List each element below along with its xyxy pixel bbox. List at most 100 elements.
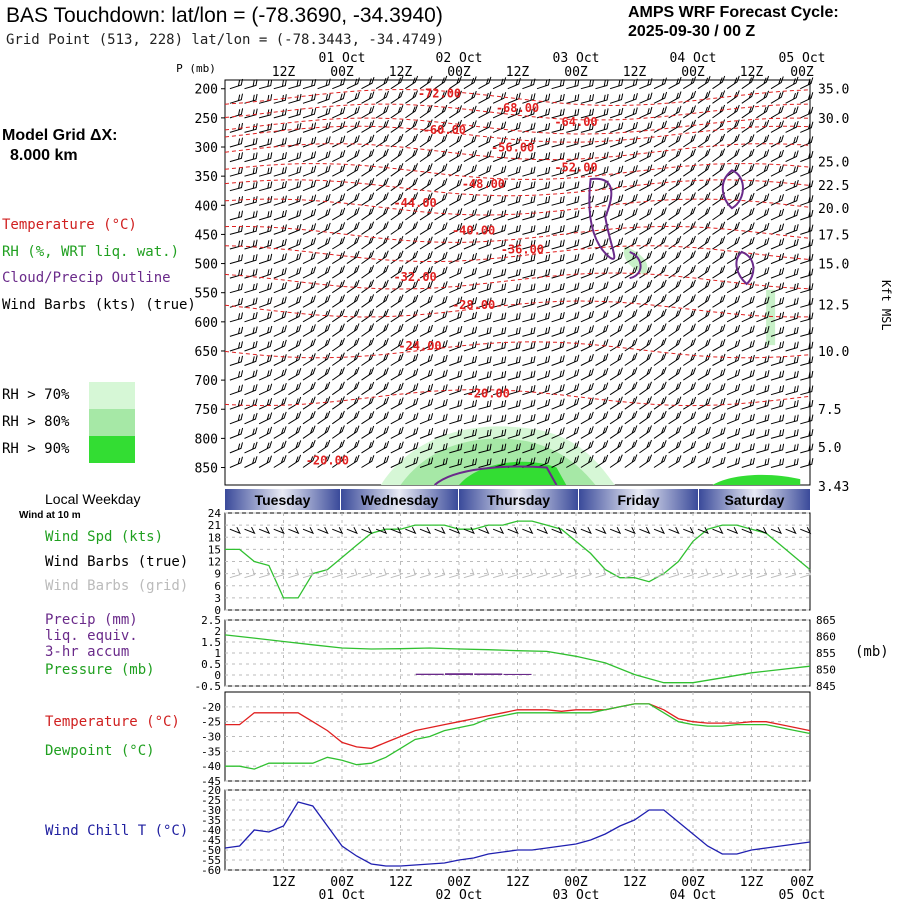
wind-barb	[595, 324, 609, 337]
wind-barb	[770, 326, 785, 337]
wind-barb	[317, 121, 331, 133]
wind-barb	[332, 164, 346, 177]
wind-barb	[697, 323, 711, 337]
height-tick-label: 25.0	[818, 156, 849, 171]
wind-barb	[244, 441, 258, 454]
wind-barb	[756, 428, 770, 439]
wind-barb	[302, 165, 317, 177]
wind-barb	[770, 91, 784, 104]
legend-rh70: RH > 70%	[2, 387, 70, 403]
wind-barb	[375, 411, 389, 425]
wind-barb	[405, 397, 419, 410]
wind-barb	[697, 134, 711, 148]
wind-barb	[346, 192, 360, 206]
wind-barb	[507, 195, 521, 206]
xsec-wind-barbs	[229, 75, 814, 468]
y-tick-label: -50	[201, 844, 221, 857]
wind-barb	[288, 339, 302, 352]
wind-barb	[741, 340, 755, 352]
wind-barb	[609, 151, 624, 163]
wind-barb	[624, 338, 638, 352]
wind-barb	[756, 164, 770, 177]
wind-barb	[653, 250, 667, 265]
wind-barb	[785, 150, 799, 163]
height-tick-label: 30.0	[818, 112, 849, 127]
wind-barb	[741, 295, 755, 308]
wind-barb	[653, 192, 667, 206]
wind-barb	[595, 108, 609, 119]
wind-barb	[273, 411, 287, 425]
wind-barb	[434, 222, 448, 235]
wind-barb	[639, 121, 653, 133]
wind-barb	[800, 283, 814, 294]
top-date-label: 03 Oct	[553, 51, 600, 66]
surface-wind-barb-grid	[785, 568, 797, 579]
wind-barb	[639, 135, 653, 148]
surface-wind-barb	[536, 526, 549, 535]
wind-barb	[317, 454, 331, 468]
wind-barb	[800, 443, 814, 454]
wind-barb	[566, 239, 580, 250]
wind-barb	[478, 429, 492, 439]
wind-barb	[463, 90, 477, 104]
wind-barb	[551, 152, 565, 163]
surface-wind-barb-grid	[288, 568, 300, 579]
wind-barb	[375, 148, 389, 163]
wind-barb	[478, 414, 492, 425]
wind-barb	[770, 429, 785, 439]
wind-barb	[712, 368, 726, 381]
weekday-thursday: Thursday	[459, 489, 578, 510]
wind-barb	[463, 385, 477, 396]
wind-barb	[449, 311, 463, 323]
wind-barb	[697, 426, 711, 439]
wind-barb	[580, 455, 594, 468]
wind-barb	[507, 312, 521, 323]
wind-barb	[361, 455, 375, 468]
surface-wind-barb-grid	[463, 568, 475, 579]
wind-barb	[332, 92, 346, 104]
wind-barb	[668, 440, 682, 454]
wind-barb	[551, 123, 565, 133]
surface-wind-barb-grid	[244, 568, 256, 579]
wind-barb	[551, 441, 565, 454]
wind-barb	[595, 411, 609, 425]
wind-barb	[419, 427, 434, 439]
wind-barb	[785, 224, 799, 235]
wind-barb	[624, 193, 638, 206]
wind-barb	[258, 282, 273, 294]
wind-barb	[229, 427, 244, 439]
wind-barb	[375, 352, 389, 366]
wind-barb	[697, 382, 711, 396]
wind-barb	[697, 338, 711, 352]
wind-barb	[697, 250, 711, 265]
wind-barb	[302, 367, 316, 381]
wind-barb	[405, 280, 419, 294]
wind-barb	[361, 236, 375, 250]
wind-barb	[434, 266, 448, 279]
windchill-panel-frame	[224, 789, 811, 871]
surface-wind-barb	[653, 526, 666, 535]
wind-barb	[390, 309, 404, 323]
wind-barb	[419, 75, 433, 90]
wind-barb	[653, 440, 667, 454]
wind-barb	[668, 91, 682, 104]
surface-wind-barb	[580, 526, 592, 535]
isotherm-line	[224, 125, 811, 143]
wind-barb	[317, 439, 331, 454]
wind-barb	[273, 440, 287, 454]
wind-barb	[375, 163, 389, 177]
wind-barb	[536, 283, 551, 294]
wind-barb	[449, 340, 463, 352]
legend-rh80-swatch	[89, 409, 135, 436]
wind-barb	[566, 311, 580, 323]
wind-barb	[492, 312, 507, 323]
wind-barb	[624, 237, 638, 250]
pressure-tick-label: 300	[195, 141, 218, 156]
wind-barb	[741, 325, 755, 337]
cross-section-panel: -72.00 -68.00 -64.00 -60.00 -56.00 -52.00 -48.…	[176, 62, 893, 495]
wind-barb	[317, 425, 331, 439]
height-tick-label: 10.0	[818, 345, 849, 360]
wind-barb	[332, 309, 345, 323]
wind-barb	[390, 148, 404, 163]
wind-barb	[653, 106, 667, 119]
